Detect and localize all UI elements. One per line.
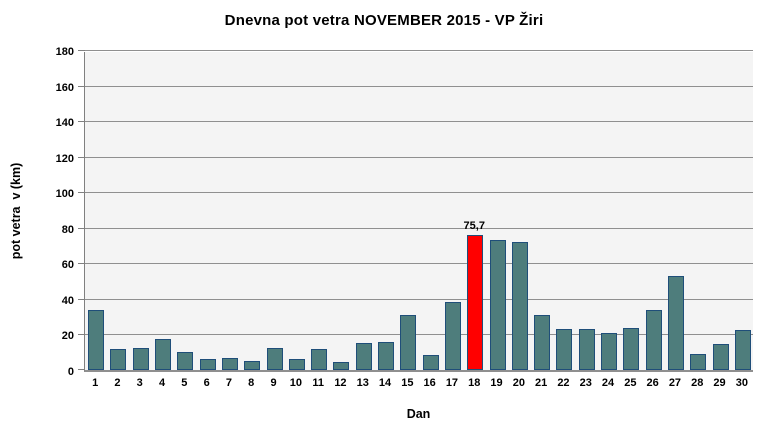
x-tick-label-15: 15 [401,377,414,389]
bar-day-13 [356,343,372,370]
x-tick-label-6: 6 [203,377,210,389]
x-tick-label-3: 3 [136,377,143,389]
x-tick-label-24: 24 [601,377,615,389]
bar-day-12 [333,362,349,370]
y-axis-tick-80 [78,228,85,229]
x-tick-label-5: 5 [181,377,188,389]
x-tick-label-29: 29 [713,377,726,389]
x-tick-label-10: 10 [289,377,302,389]
bar-day-14 [378,342,394,370]
x-tick-label-4: 4 [158,377,166,389]
gridline-y-180 [85,50,753,51]
x-tick-label-8: 8 [248,377,255,389]
bar-day-24 [601,333,617,370]
bar-day-3 [133,348,149,370]
y-axis-tick-100 [78,192,85,193]
x-tick-label-12: 12 [334,377,347,389]
bar-day-17 [445,302,461,370]
bar-day-10 [289,359,305,370]
bar-day-27 [668,276,684,370]
bar-day-7 [222,358,238,370]
gridline-y-160 [85,86,753,87]
bar-day-16 [423,355,439,370]
gridline-y-80 [85,228,753,229]
gridline-y-140 [85,121,753,122]
bar-day-28 [690,354,706,370]
bar-day-19 [490,240,506,370]
bar-day-22 [556,329,572,370]
bar-day-23 [579,329,595,370]
y-tick-label-100: 100 [55,188,74,200]
x-tick-label-22: 22 [557,377,570,389]
x-tick-label-28: 28 [691,377,704,389]
y-tick-label-40: 40 [61,295,74,307]
y-axis-tick-20 [78,334,85,335]
bar-day-18 [467,235,483,370]
bar-day-5 [177,352,193,370]
gridline-y-20 [85,334,753,335]
y-axis-tick-0 [78,369,85,370]
bar-day-26 [646,310,662,370]
x-tick-label-25: 25 [624,377,637,389]
x-tick-label-23: 23 [579,377,592,389]
x-tick-label-2: 2 [114,377,121,389]
y-axis-tick-60 [78,263,85,264]
y-axis-tick-40 [78,299,85,300]
bar-day-20 [512,242,528,370]
x-tick-label-18: 18 [468,377,481,389]
y-tick-label-80: 80 [61,224,74,236]
y-axis-tick-140 [78,121,85,122]
y-tick-label-160: 160 [55,82,74,94]
highlight-value-label: 75,7 [463,220,485,232]
bar-day-2 [110,349,126,370]
gridline-y-120 [85,157,753,158]
bar-day-30 [735,330,751,370]
y-axis-tick-180 [78,50,85,51]
x-axis-title: Dan [406,407,431,421]
y-tick-label-0: 0 [67,366,74,378]
bar-day-6 [200,359,216,370]
bar-day-29 [713,344,729,370]
y-tick-label-60: 60 [61,259,74,271]
x-tick-label-30: 30 [735,377,748,389]
bar-day-25 [623,328,639,370]
bar-day-15 [400,315,416,370]
bar-day-9 [267,348,283,370]
bar-day-11 [311,349,327,370]
x-tick-label-20: 20 [512,377,525,389]
bar-day-4 [155,339,171,370]
x-tick-label-14: 14 [378,377,392,389]
bar-day-21 [534,315,550,370]
y-tick-label-180: 180 [55,46,74,58]
y-axis-title: pot vetra v (km) [9,162,23,260]
y-tick-label-120: 120 [55,153,74,165]
x-tick-label-13: 13 [356,377,369,389]
x-tick-label-16: 16 [423,377,436,389]
x-tick-label-17: 17 [445,377,459,389]
x-tick-label-11: 11 [312,377,324,389]
x-tick-label-9: 9 [270,377,277,389]
gridline-y-100 [85,192,753,193]
x-tick-label-21: 21 [535,377,548,389]
gridline-y-60 [85,263,753,264]
bar-day-1 [88,310,104,370]
gridline-y-40 [85,299,753,300]
y-axis-tick-160 [78,86,85,87]
x-tick-label-19: 19 [490,377,503,389]
x-tick-label-26: 26 [646,377,659,389]
plot-area [78,50,753,372]
x-tick-label-7: 7 [225,377,232,389]
x-tick-label-27: 27 [668,377,682,389]
y-axis-tick-120 [78,157,85,158]
y-tick-label-20: 20 [61,330,74,342]
x-tick-label-1: 1 [92,377,99,389]
bar-day-8 [244,361,260,370]
y-tick-label-140: 140 [55,117,74,129]
chart-title: Dnevna pot vetra NOVEMBER 2015 - VP Žiri [224,12,544,29]
